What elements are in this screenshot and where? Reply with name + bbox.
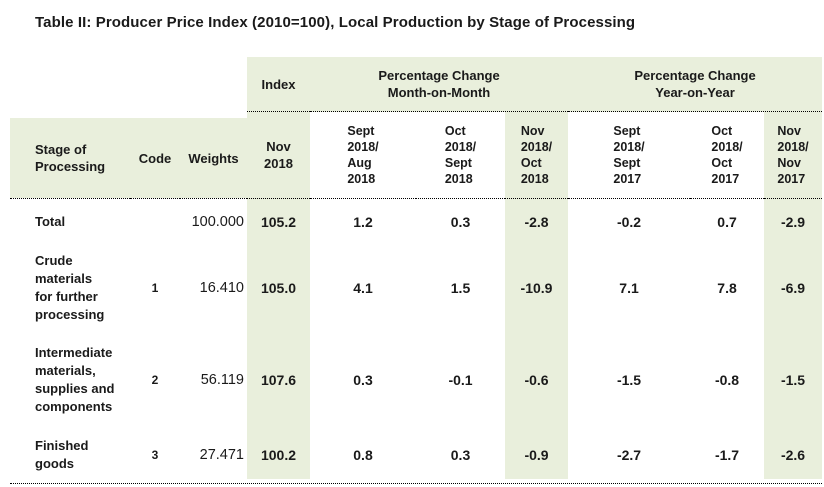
index-cell: 105.2 <box>247 199 310 245</box>
header-column-row: Stage of Processing Code Weights Nov 201… <box>10 112 823 199</box>
header-yoy-oct-label: Oct 2018/ Oct 2017 <box>711 124 743 186</box>
yoy-cell: -6.9 <box>764 245 823 330</box>
yoy-cell: -1.7 <box>690 430 765 483</box>
yoy-cell: 7.1 <box>619 279 639 296</box>
header-yoy-sept: Sept 2018/ Sept 2017 <box>568 112 691 199</box>
mom-cell: 0.3 <box>416 430 505 483</box>
header-index-group: Index <box>247 57 310 112</box>
yoy-cell: -0.2 <box>616 214 642 230</box>
table-row-finished-goods: Finished goods 3 27.471 100.2 0.8 0.3 -0… <box>10 430 823 483</box>
header-yoy-sept-label: Sept 2018/ Sept 2017 <box>613 124 645 186</box>
mom-cell: 1.2 <box>353 214 373 230</box>
header-yoy-nov-label: Nov 2018/ Nov 2017 <box>777 124 809 186</box>
header-mom-nov: Nov 2018/ Oct 2018 <box>505 112 569 199</box>
stage-cell: Finished goods <box>10 430 130 483</box>
stage-cell: Crude materials for further processing <box>35 252 105 322</box>
header-mom-sept-label: Sept 2018/ Aug 2018 <box>347 124 379 186</box>
weights-cell: 27.471 <box>180 430 247 483</box>
header-mom-group: Percentage Change Month-on-Month <box>310 57 569 112</box>
yoy-cell: -2.9 <box>764 199 823 245</box>
table-row-crude-materials: Crude materials for further processing 1… <box>10 245 823 330</box>
index-cell: 107.6 <box>247 330 310 430</box>
mom-cell: 4.1 <box>353 279 373 296</box>
header-yoy-group: Percentage Change Year-on-Year <box>568 57 823 112</box>
stage-cell: Total <box>35 214 66 229</box>
header-yoy-nov: Nov 2018/ Nov 2017 <box>764 112 823 199</box>
index-cell: 100.2 <box>247 430 310 483</box>
code-cell <box>130 199 180 245</box>
yoy-cell: 7.8 <box>717 279 737 296</box>
yoy-cell: -2.6 <box>764 430 823 483</box>
mom-cell: -10.9 <box>505 245 569 330</box>
header-stage: Stage of Processing <box>10 112 130 199</box>
table-row-intermediate-materials: Intermediate materials, supplies and com… <box>10 330 823 430</box>
yoy-cell: -1.5 <box>616 372 642 388</box>
header-mom-oct-label: Oct 2018/ Sept 2018 <box>444 124 477 186</box>
yoy-cell: -1.5 <box>764 330 823 430</box>
mom-cell: -2.8 <box>505 199 569 245</box>
mom-cell: 1.5 <box>450 279 471 296</box>
header-mom-nov-label: Nov 2018/ Oct 2018 <box>520 124 553 186</box>
stage-cell: Intermediate materials, supplies and com… <box>35 345 115 414</box>
ppi-table: Index Percentage Change Month-on-Month P… <box>10 57 823 483</box>
mom-cell: 0.8 <box>310 430 416 483</box>
mom-cell: 0.3 <box>450 214 471 230</box>
page-title: Table II: Producer Price Index (2010=100… <box>35 14 636 31</box>
header-mom-oct: Oct 2018/ Sept 2018 <box>416 112 505 199</box>
ppi-table-wrap: Index Percentage Change Month-on-Month P… <box>10 57 823 484</box>
mom-cell: -0.9 <box>505 430 569 483</box>
header-mom-sept: Sept 2018/ Aug 2018 <box>310 112 416 199</box>
header-index-period: Nov 2018 <box>247 112 310 199</box>
mom-cell: -0.1 <box>448 372 473 388</box>
yoy-cell: -0.8 <box>714 372 740 388</box>
yoy-cell: 0.7 <box>717 214 737 230</box>
code-cell: 2 <box>151 373 159 387</box>
mom-cell: -0.6 <box>505 330 569 430</box>
weights-cell: 56.119 <box>200 372 244 388</box>
code-cell: 3 <box>130 430 180 483</box>
index-cell: 105.0 <box>247 245 310 330</box>
header-yoy-oct: Oct 2018/ Oct 2017 <box>690 112 765 199</box>
header-code: Code <box>130 112 180 199</box>
yoy-cell: -2.7 <box>568 430 691 483</box>
header-weights: Weights <box>180 112 247 199</box>
table-row-total: Total 100.000 105.2 1.2 0.3 -2.8 -0.2 0.… <box>10 199 823 245</box>
code-cell: 1 <box>151 280 159 295</box>
header-spacer <box>10 57 247 112</box>
mom-cell: 0.3 <box>353 372 373 388</box>
weights-cell: 16.410 <box>199 279 244 296</box>
weights-cell: 100.000 <box>191 214 244 230</box>
header-group-row: Index Percentage Change Month-on-Month P… <box>10 57 823 112</box>
